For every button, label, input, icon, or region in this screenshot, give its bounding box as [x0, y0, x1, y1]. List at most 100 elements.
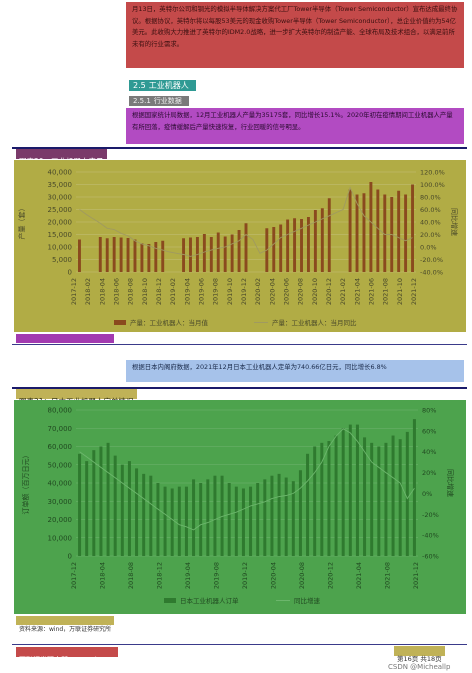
- legend-line-label: 同比增速: [294, 596, 321, 605]
- bar: [270, 475, 274, 556]
- x-tick-label: 2019-04: [184, 562, 192, 589]
- bar: [279, 224, 283, 272]
- bar: [227, 483, 231, 556]
- y2-axis-label: 同比增速: [446, 469, 455, 497]
- x-tick-label: 2021-12: [412, 562, 420, 589]
- y-axis-label: 产量（套）: [17, 205, 26, 240]
- bar: [377, 446, 381, 556]
- growth-line: [79, 428, 415, 531]
- bar: [348, 189, 352, 272]
- legend-bar-swatch: [164, 598, 176, 603]
- bar: [293, 218, 297, 272]
- bar: [256, 483, 260, 556]
- x-tick-label: 2019-12: [240, 278, 248, 305]
- bar: [113, 455, 117, 556]
- bar: [206, 479, 210, 556]
- bar: [327, 198, 331, 272]
- legend-bar-label: 日本工业机器人订单: [180, 596, 239, 605]
- bar: [327, 441, 331, 556]
- bar: [149, 475, 153, 556]
- x-tick-label: 2019-12: [241, 562, 249, 589]
- bar: [355, 424, 359, 556]
- y2-tick-label: 40.0%: [420, 219, 441, 227]
- bar: [263, 479, 267, 556]
- bar: [78, 453, 82, 556]
- footer-right-text: 第16页 共18页: [397, 655, 442, 663]
- bar: [112, 237, 116, 272]
- bar: [99, 446, 103, 556]
- bar: [126, 238, 130, 272]
- y2-tick-label: 80%: [422, 407, 436, 415]
- footer-line: [12, 644, 467, 645]
- bar: [106, 442, 110, 556]
- bar: [120, 464, 124, 556]
- bar: [383, 194, 387, 272]
- china-robot-paragraph: 根据国家统计局数据，12月工业机器人产量为35175套，同比增长15.1%。20…: [126, 108, 464, 144]
- y2-tick-label: 60.0%: [420, 206, 441, 214]
- y-tick-label: 10,000: [48, 534, 73, 542]
- x-tick-label: 2018-08: [127, 278, 135, 305]
- chart2-panel: 80,000 70,000 60,000 50,000 40,000 30,000 20,0…: [14, 400, 466, 614]
- y2-tick-label: 40%: [422, 448, 436, 456]
- x-tick-label: 2020-08: [297, 278, 305, 305]
- bar: [376, 189, 380, 272]
- bar: [272, 227, 276, 272]
- chart2-caption-bar: [12, 387, 467, 389]
- bar: [92, 450, 96, 556]
- y-tick-label: 30,000: [48, 194, 73, 202]
- bar: [177, 486, 181, 556]
- bar: [127, 461, 131, 556]
- bar: [85, 461, 89, 556]
- y2-axis-label: 同比增速: [450, 208, 459, 236]
- bar: [405, 431, 409, 556]
- bar: [334, 435, 338, 556]
- y2-tick-label: 80.0%: [420, 194, 441, 202]
- y-tick-label: 25,000: [48, 206, 73, 214]
- x-tick-label: 2018-06: [113, 278, 121, 305]
- x-tick-label: 2021-12: [410, 278, 418, 305]
- x-tick-label: 2020-04: [270, 562, 278, 589]
- bar: [369, 182, 373, 272]
- x-tick-label: 2018-04: [99, 562, 107, 589]
- x-tick-label: 2020-06: [283, 278, 291, 305]
- bar: [105, 238, 109, 272]
- y-tick-label: 20,000: [48, 219, 73, 227]
- y-tick-label: 30,000: [48, 498, 73, 506]
- bar: [223, 236, 227, 272]
- x-tick-label: 2019-08: [212, 278, 220, 305]
- y2-tick-label: 20%: [422, 469, 436, 477]
- bar: [306, 217, 310, 272]
- bar: [412, 419, 416, 556]
- section-heading: 2.5 工业机器人: [129, 80, 196, 91]
- y-tick-label: 40,000: [48, 169, 73, 177]
- x-tick-label: 2020-08: [298, 562, 306, 589]
- bar: [398, 439, 402, 556]
- bar: [140, 243, 144, 272]
- bar: [284, 477, 288, 556]
- bar: [234, 486, 238, 556]
- bar: [355, 194, 359, 272]
- bar: [170, 488, 174, 556]
- china-robot-paragraph-text: 根据国家统计局数据，12月工业机器人产量为35175套，同比增长15.1%。20…: [132, 111, 453, 131]
- footer-right: 第16页 共18页: [394, 646, 445, 663]
- legend-bar-swatch: [114, 320, 126, 325]
- x-tick-label: 2019-08: [213, 562, 221, 589]
- x-tick-label: 2019-06: [198, 278, 206, 305]
- bar: [411, 184, 414, 272]
- y2-tick-label: -20.0%: [420, 256, 443, 264]
- bar: [133, 239, 137, 272]
- legend-bar-label: 产量：工业机器人：当月值: [130, 318, 209, 327]
- x-tick-label: 2021-02: [339, 278, 347, 305]
- bar: [184, 486, 188, 556]
- x-tick-label: 2021-06: [368, 278, 376, 305]
- bar: [348, 424, 352, 556]
- bar: [241, 488, 245, 556]
- y2-tick-label: 0.0%: [420, 244, 437, 252]
- intro-paragraph: 月13日，英特尔公司和钢光的模拟半导体解决方案代工厂Tower半导体（Tower…: [126, 2, 464, 68]
- x-tick-label: 2018-02: [84, 278, 92, 305]
- bar: [199, 483, 203, 556]
- chart2-svg: 80,000 70,000 60,000 50,000 40,000 30,000 20,0…: [21, 407, 455, 606]
- bar: [182, 238, 186, 272]
- chart1-panel: 40,000 35,000 30,000 25,000 20,000 15,000 10,0…: [14, 160, 466, 332]
- bar: [189, 237, 192, 272]
